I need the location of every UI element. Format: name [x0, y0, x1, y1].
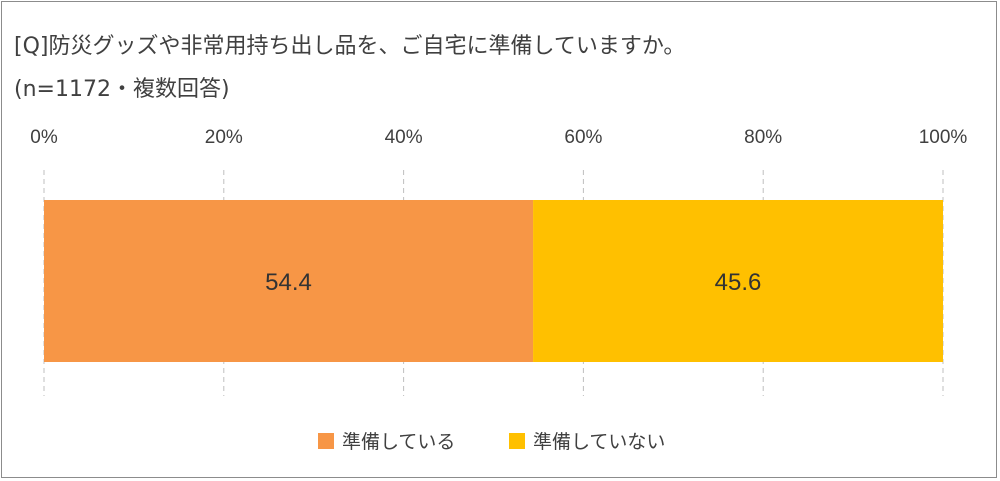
x-tick-label: 20%	[205, 127, 243, 148]
x-tick-label: 0%	[30, 127, 58, 148]
legend-swatch	[509, 433, 525, 449]
data-label: 45.6	[715, 269, 762, 296]
bar-segment	[44, 200, 534, 362]
legend: 準備している 準備していない	[318, 431, 665, 453]
x-tick-label: 40%	[385, 127, 423, 148]
legend-swatch	[318, 433, 334, 449]
bar-segment	[533, 200, 943, 362]
legend-label: 準備している	[342, 431, 455, 453]
stacked-bar	[44, 200, 943, 362]
x-tick-label: 80%	[744, 127, 782, 148]
data-labels: 54.4 45.6	[265, 269, 761, 296]
x-tick-label: 60%	[564, 127, 602, 148]
data-label: 54.4	[265, 269, 312, 296]
legend-label: 準備していない	[533, 431, 665, 453]
x-axis-ticks: 0% 20% 40% 60% 80% 100%	[30, 127, 967, 148]
chart-subtitle: (n=1172・複数回答)	[14, 77, 230, 102]
x-tick-label: 100%	[919, 127, 968, 148]
chart-title: [Q]防災グッズや非常用持ち出し品を、ご自宅に準備していますか。	[14, 34, 686, 59]
